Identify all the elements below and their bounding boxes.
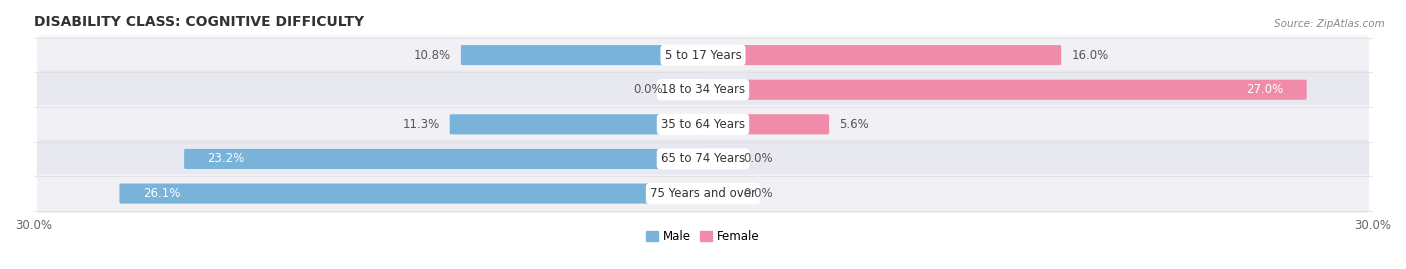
Text: 11.3%: 11.3% <box>402 118 440 131</box>
Text: 5.6%: 5.6% <box>839 118 869 131</box>
FancyBboxPatch shape <box>450 114 704 134</box>
FancyBboxPatch shape <box>461 45 704 65</box>
FancyBboxPatch shape <box>702 114 830 134</box>
Text: 26.1%: 26.1% <box>143 187 180 200</box>
Text: DISABILITY CLASS: COGNITIVE DIFFICULTY: DISABILITY CLASS: COGNITIVE DIFFICULTY <box>34 15 364 29</box>
FancyBboxPatch shape <box>37 70 1369 109</box>
Text: 10.8%: 10.8% <box>413 49 451 62</box>
FancyBboxPatch shape <box>37 174 1369 213</box>
FancyBboxPatch shape <box>37 36 1369 75</box>
Text: 5 to 17 Years: 5 to 17 Years <box>665 49 741 62</box>
FancyBboxPatch shape <box>702 149 731 169</box>
Text: 27.0%: 27.0% <box>1246 83 1284 96</box>
Text: 75 Years and over: 75 Years and over <box>650 187 756 200</box>
FancyBboxPatch shape <box>675 80 704 100</box>
Text: 16.0%: 16.0% <box>1071 49 1108 62</box>
FancyBboxPatch shape <box>702 45 1062 65</box>
FancyBboxPatch shape <box>37 140 1369 178</box>
FancyBboxPatch shape <box>37 105 1369 144</box>
Text: 0.0%: 0.0% <box>633 83 662 96</box>
Text: 0.0%: 0.0% <box>744 153 773 165</box>
FancyBboxPatch shape <box>702 80 1306 100</box>
FancyBboxPatch shape <box>702 183 731 204</box>
FancyBboxPatch shape <box>184 149 704 169</box>
FancyBboxPatch shape <box>120 183 704 204</box>
Text: 23.2%: 23.2% <box>208 153 245 165</box>
Text: 0.0%: 0.0% <box>744 187 773 200</box>
Text: Source: ZipAtlas.com: Source: ZipAtlas.com <box>1274 19 1385 29</box>
Text: 65 to 74 Years: 65 to 74 Years <box>661 153 745 165</box>
Legend: Male, Female: Male, Female <box>641 226 765 248</box>
Text: 35 to 64 Years: 35 to 64 Years <box>661 118 745 131</box>
Text: 18 to 34 Years: 18 to 34 Years <box>661 83 745 96</box>
